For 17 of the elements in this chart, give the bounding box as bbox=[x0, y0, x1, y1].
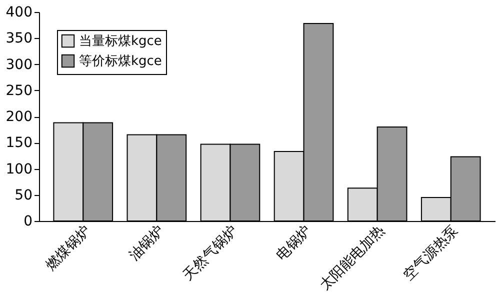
x-tick-label: 空气源热泵 bbox=[400, 222, 462, 284]
y-tick-label: 250 bbox=[6, 82, 32, 99]
y-tick-label: 0 bbox=[24, 214, 32, 230]
x-tick-label: 天然气锅炉 bbox=[180, 222, 241, 284]
y-tick-label: 400 bbox=[6, 4, 32, 20]
x-tick-label: 燃煤锅炉 bbox=[42, 222, 94, 274]
y-tick-label: 100 bbox=[6, 161, 32, 178]
y-tick-label: 300 bbox=[6, 56, 32, 73]
y-tick-label: 50 bbox=[14, 187, 32, 204]
x-tick-label: 油锅炉 bbox=[126, 222, 168, 264]
y-tick-label: 150 bbox=[6, 135, 32, 152]
y-tick-label: 350 bbox=[6, 30, 32, 47]
x-tick-label: 电锅炉 bbox=[273, 222, 314, 264]
y-tick-label: 200 bbox=[6, 109, 32, 125]
x-tick-label: 太阳能电加热 bbox=[317, 222, 388, 294]
legend-label: 等价标煤kgce bbox=[79, 54, 162, 69]
legend-label: 当量标煤kgce bbox=[79, 34, 162, 49]
